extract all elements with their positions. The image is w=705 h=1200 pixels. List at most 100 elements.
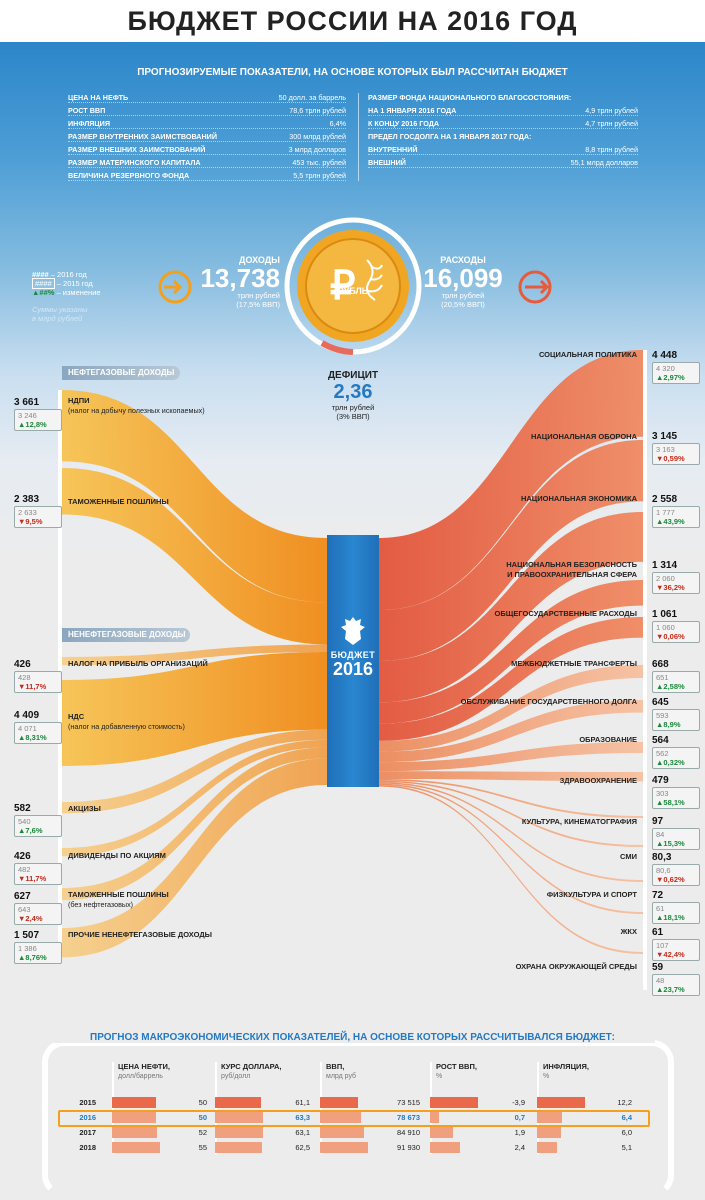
- ruble-coin-icon: ₽: [284, 217, 422, 355]
- expense-values-6: 645 593 ▲8,9%: [652, 697, 700, 731]
- expense-values-10: 80,3 80,6 ▼0,62%: [652, 852, 700, 886]
- expense-label-0: СОЦИАЛЬНАЯ ПОЛИТИКА: [538, 350, 637, 359]
- value-2015: 1 386: [18, 944, 37, 953]
- page-title: БЮДЖЕТ РОССИИ НА 2016 ГОД: [127, 6, 578, 36]
- value-2015: 1 777: [656, 508, 675, 517]
- value-compare-box: 2 633 ▼9,5%: [14, 506, 62, 528]
- value-change: ▼2,4%: [18, 914, 43, 923]
- macro-col-divider: [320, 1062, 322, 1154]
- macro-bar-2-0: [320, 1097, 358, 1108]
- value-2016: 426: [14, 659, 31, 670]
- macro-value-0-3: 55: [198, 1143, 207, 1152]
- expense-label-9: КУЛЬТУРА, КИНЕМАТОГРАФИЯ: [521, 817, 637, 826]
- value-2015: 651: [656, 673, 669, 682]
- value-compare-box: 1 386 ▲8,76%: [14, 942, 62, 964]
- indicator-row: НА 1 ЯНВАРЯ 2016 ГОДА 4,9 трлн рублей: [368, 106, 638, 116]
- indicator-row: ВНЕШНИЙ 55,1 млрд долларов: [368, 158, 638, 168]
- macro-highlight-2016: [58, 1110, 650, 1127]
- revenue-value: 13,738: [200, 263, 280, 293]
- macro-bar-4-3: [537, 1142, 557, 1153]
- expense-flow-9: [379, 779, 643, 818]
- macro-year-3: 2018: [79, 1143, 96, 1152]
- value-compare-box: 562 ▲0,32%: [652, 747, 700, 769]
- expense-value: 16,099: [423, 263, 503, 293]
- value-2015: 2 633: [18, 508, 37, 517]
- value-2015: 4 071: [18, 724, 37, 733]
- indicator-row: РОСТ ВВП 78,6 трлн рублей: [68, 106, 346, 116]
- value-compare-box: 1 060 ▼0,06%: [652, 621, 700, 643]
- value-compare-box: 3 246 ▲12,8%: [14, 409, 62, 431]
- section-oil-gas: НЕФТЕГАЗОВЫЕ ДОХОДЫ: [62, 366, 180, 380]
- value-compare-box: 303 ▲58,1%: [652, 787, 700, 809]
- macro-value-2-3: 91 930: [397, 1143, 420, 1152]
- value-2015: 1 060: [656, 623, 675, 632]
- income-flow-0: [62, 390, 327, 603]
- value-change: ▲15,3%: [656, 839, 685, 848]
- macro-value-3-1: 0,7: [514, 1113, 525, 1122]
- revenue-block: ДОХОДЫ 13,738 трлн рублей (17,5% ВВП): [200, 255, 280, 309]
- expense-values-3: 1 314 2 060 ▼36,2%: [652, 560, 700, 594]
- revenue-label: ДОХОДЫ: [239, 255, 280, 265]
- macro-value-3-2: 1,9: [514, 1128, 525, 1137]
- income-sublabel-3: (налог на добавленную стоимость): [68, 722, 185, 731]
- legend-note: в млрд рублей: [32, 314, 83, 323]
- value-2016: 426: [14, 851, 31, 862]
- value-2016: 3 661: [14, 397, 40, 408]
- income-flow-6: [62, 747, 327, 901]
- expense-label-8: ЗДРАВООХРАНЕНИЕ: [559, 776, 637, 785]
- expense-flow-5: [379, 665, 643, 752]
- expense-label-10: СМИ: [620, 852, 637, 861]
- value-2015: 84: [656, 830, 665, 839]
- macro-bar-3-3: [430, 1142, 460, 1153]
- value-change: ▲8,76%: [18, 953, 47, 962]
- income-values-1: 2 383 2 633 ▼9,5%: [14, 494, 62, 528]
- indicator-row: ИНФЛЯЦИЯ 6,4%: [68, 119, 346, 129]
- value-compare-box: 61 ▲18,1%: [652, 902, 700, 924]
- macro-bar-3-0: [430, 1097, 478, 1108]
- value-2015: 482: [18, 865, 31, 874]
- value-2016: 4 409: [14, 710, 40, 721]
- income-flow-1: [62, 468, 327, 645]
- deficit-block: ДЕФИЦИТ 2,36 трлн рублей (3% ВВП): [315, 370, 391, 421]
- macro-value-4-1: 6,4: [621, 1113, 632, 1122]
- macro-bar-0-3: [112, 1142, 160, 1153]
- debt-heading: ПРЕДЕЛ ГОСДОЛГА НА 1 ЯНВАРЯ 2017 ГОДА:: [368, 132, 532, 141]
- value-compare-box: 3 163 ▼0,59%: [652, 443, 700, 465]
- expense-label-7: ОБРАЗОВАНИЕ: [579, 735, 637, 744]
- value-2016: 627: [14, 891, 31, 902]
- deficit-label: ДЕФИЦИТ: [327, 370, 379, 381]
- value-change: ▼42,4%: [656, 950, 685, 959]
- expense-unit: трлн рублей: [441, 291, 485, 300]
- value-2015: 61: [656, 904, 665, 913]
- budget-label-text: БЮДЖЕТ: [330, 650, 376, 660]
- value-2015: 48: [656, 976, 665, 985]
- indicator-row: РАЗМЕР ВНУТРЕННИХ ЗАИМСТВОВАНИЙ 300 млрд …: [68, 132, 346, 142]
- value-change: ▲8,9%: [656, 720, 681, 729]
- budget-year: 2016: [332, 659, 374, 679]
- expense-values-12: 61 107 ▼42,4%: [652, 927, 700, 961]
- value-compare-box: 643 ▼2,4%: [14, 903, 62, 925]
- expense-label-1: НАЦИОНАЛЬНАЯ ОБОРОНА: [530, 432, 637, 441]
- macro-col-sub-2: млрд руб: [326, 1073, 357, 1080]
- income-flow-2: [62, 644, 327, 666]
- value-2015: 107: [656, 941, 669, 950]
- macro-col-divider: [215, 1062, 217, 1154]
- expense-flow-13: [379, 785, 643, 954]
- value-2015: 540: [18, 817, 31, 826]
- value-2015: 562: [656, 749, 669, 758]
- income-label-4: АКЦИЗЫ: [68, 804, 101, 813]
- coin-label: РУБЛЬ: [337, 286, 369, 296]
- income-sublabel-0: (налог на добычу полезных ископаемых): [68, 406, 205, 415]
- macro-bar-0-0: [112, 1097, 156, 1108]
- indicator-row: РАЗМЕР ВНЕШНИХ ЗАИМСТВОВАНИЙ 3 млрд долла…: [68, 145, 346, 155]
- expense-values-11: 72 61 ▲18,1%: [652, 890, 700, 924]
- expense-flow-7: [379, 742, 643, 772]
- macro-bar-2-1: [320, 1112, 361, 1123]
- expense-flow-11: [379, 782, 643, 882]
- value-2015: 3 163: [656, 445, 675, 454]
- income-flow-4: [62, 729, 327, 814]
- expense-flow-4: [379, 617, 643, 741]
- macro-value-1-2: 63,1: [295, 1128, 310, 1137]
